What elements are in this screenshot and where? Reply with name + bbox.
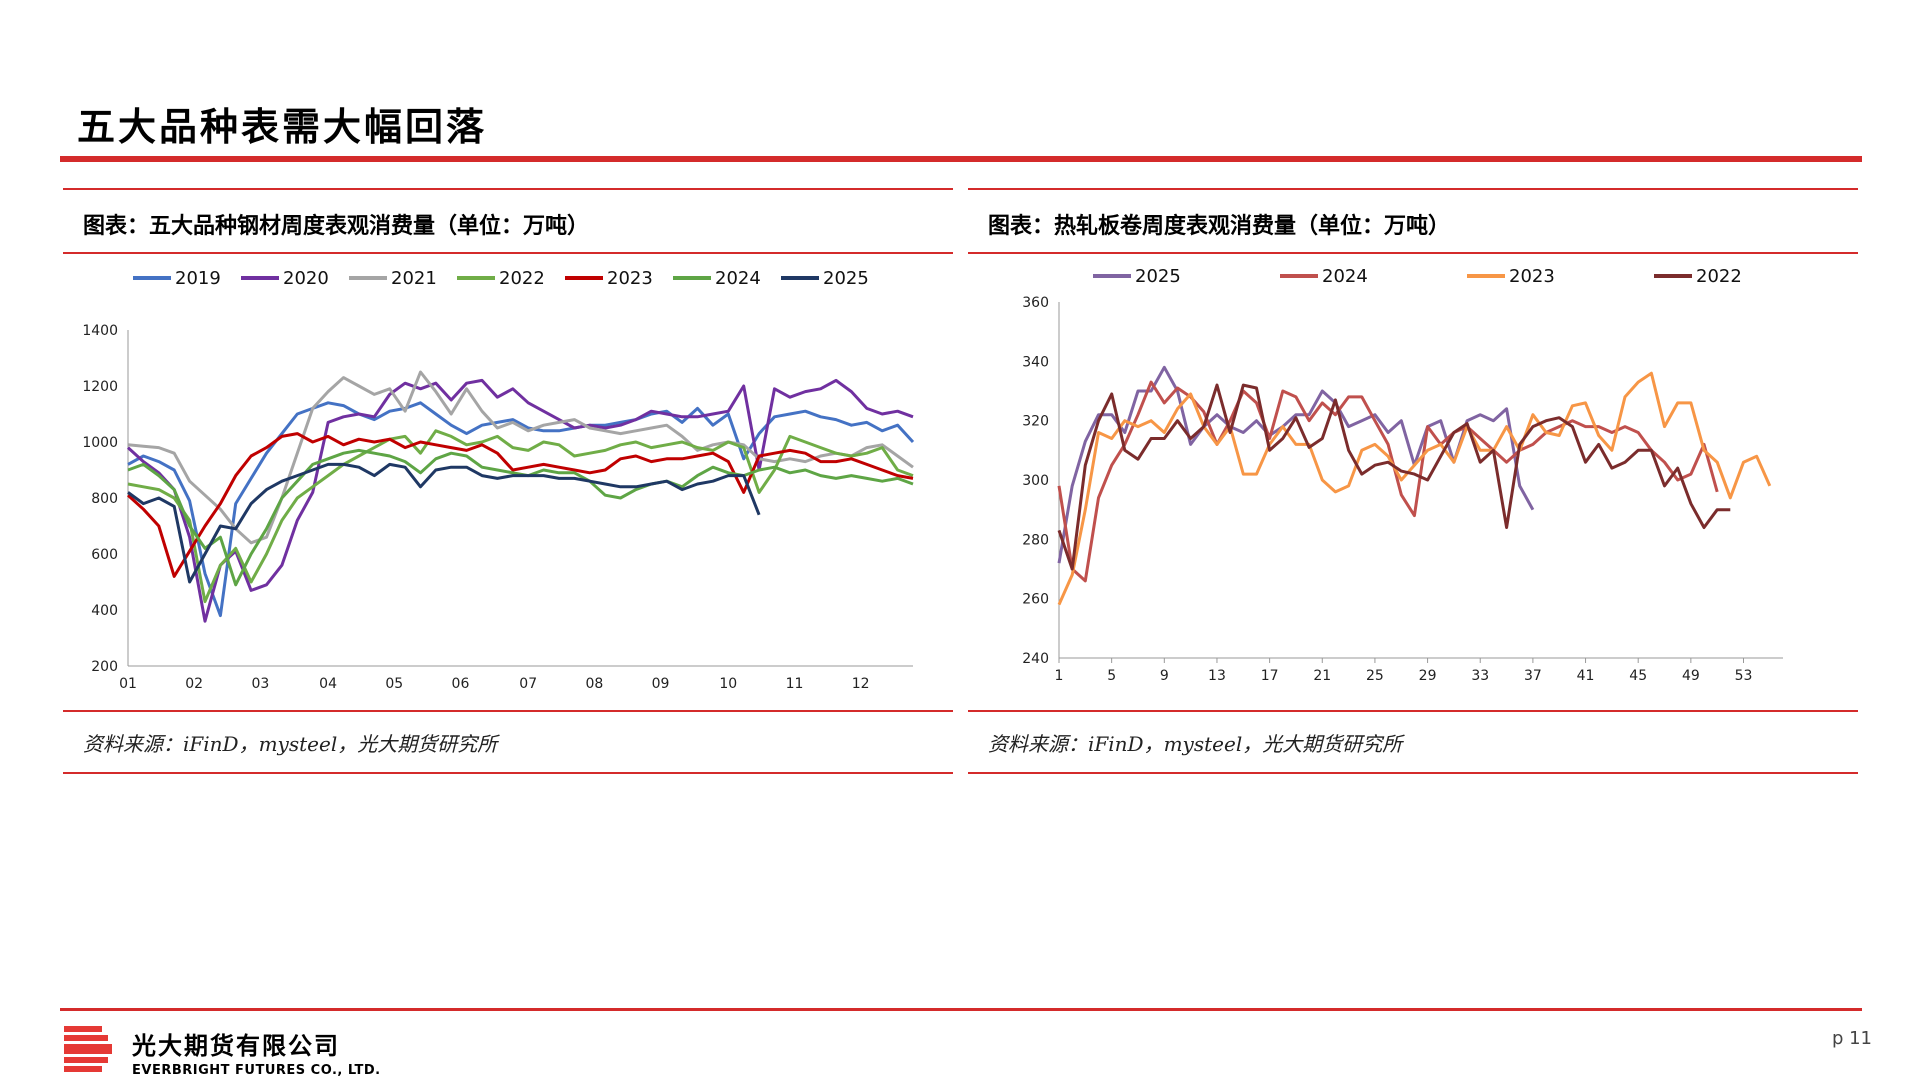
x-tick-label: 17 bbox=[1261, 668, 1279, 684]
x-tick-label: 09 bbox=[652, 676, 670, 692]
chart-panel-hot-rolled: 图表：热轧板卷周度表观消费量（单位：万吨） 240 260 280 300 320 340… bbox=[968, 188, 1858, 774]
chart-title: 图表：五大品种钢材周度表观消费量（单位：万吨） bbox=[83, 213, 590, 239]
legend-label-2023: 2023 bbox=[1509, 266, 1555, 287]
series-line-2023 bbox=[1057, 371, 1772, 606]
chart-title: 图表：热轧板卷周度表观消费量（单位：万吨） bbox=[988, 213, 1451, 239]
x-tick-label: 53 bbox=[1735, 668, 1753, 684]
x-tick-label: 25 bbox=[1366, 668, 1384, 684]
x-tick-label: 02 bbox=[185, 676, 203, 692]
x-tick-label: 29 bbox=[1419, 668, 1437, 684]
legend-label-2024: 2024 bbox=[715, 268, 761, 289]
legend-label-2025: 2025 bbox=[823, 268, 869, 289]
y-tick-label: 240 bbox=[1022, 651, 1049, 667]
x-tick-label: 06 bbox=[452, 676, 470, 692]
x-tick-label: 01 bbox=[119, 676, 137, 692]
y-tick-label: 600 bbox=[91, 547, 118, 563]
x-tick-label: 07 bbox=[519, 676, 537, 692]
x-tick-label: 10 bbox=[719, 676, 737, 692]
x-tick-label: 04 bbox=[319, 676, 337, 692]
legend-label-2024: 2024 bbox=[1322, 266, 1368, 287]
x-tick-label: 33 bbox=[1471, 668, 1489, 684]
y-tick-label: 360 bbox=[1022, 295, 1049, 311]
legend-label-2023: 2023 bbox=[607, 268, 653, 289]
title-divider bbox=[60, 156, 1862, 162]
company-name-en: EVERBRIGHT FUTURES CO., LTD. bbox=[132, 1063, 381, 1078]
page-title: 五大品种表需大幅回落 bbox=[77, 104, 488, 149]
y-tick-label: 320 bbox=[1022, 414, 1049, 430]
legend-label-2022: 2022 bbox=[1696, 266, 1742, 287]
legend-label-2020: 2020 bbox=[283, 268, 329, 289]
x-tick-label: 13 bbox=[1208, 668, 1226, 684]
page-number: p 11 bbox=[1831, 1028, 1872, 1049]
series-line-2023 bbox=[126, 432, 914, 578]
y-tick-label: 400 bbox=[91, 603, 118, 619]
x-tick-label: 12 bbox=[852, 676, 870, 692]
x-tick-label: 11 bbox=[786, 676, 804, 692]
panel-top-rule bbox=[968, 188, 1858, 190]
x-tick-label: 1 bbox=[1055, 668, 1064, 684]
series-line-2022 bbox=[1057, 383, 1731, 571]
x-tick-label: 03 bbox=[251, 676, 269, 692]
company-logo-icon bbox=[64, 1026, 112, 1072]
series-line-2024 bbox=[127, 448, 914, 587]
x-tick-label: 9 bbox=[1160, 668, 1169, 684]
legend-label-2022: 2022 bbox=[499, 268, 545, 289]
panel-bottom-rule bbox=[63, 772, 953, 774]
panel-top-rule bbox=[63, 188, 953, 190]
panel-title-rule bbox=[63, 252, 953, 254]
panel-title-rule bbox=[968, 252, 1858, 254]
x-tick-label: 45 bbox=[1629, 668, 1647, 684]
y-tick-label: 300 bbox=[1022, 473, 1049, 489]
panel-source-rule bbox=[63, 710, 953, 712]
source-note: 资料来源：iFinD，mysteel，光大期货研究所 bbox=[83, 732, 498, 756]
x-tick-label: 41 bbox=[1577, 668, 1595, 684]
y-tick-label: 800 bbox=[91, 491, 118, 507]
y-tick-label: 260 bbox=[1022, 592, 1049, 608]
x-tick-label: 5 bbox=[1107, 668, 1116, 684]
x-tick-label: 21 bbox=[1313, 668, 1331, 684]
company-name-cn: 光大期货有限公司 bbox=[132, 1032, 340, 1060]
line-chart-five-steel: 200 400 600 800 1000 1200 1400 01 02 03 04 05 06 07 08… bbox=[82, 268, 915, 692]
y-tick-label: 340 bbox=[1022, 354, 1049, 370]
y-tick-label: 200 bbox=[91, 659, 118, 675]
series-line-2020 bbox=[126, 378, 914, 623]
legend-label-2021: 2021 bbox=[391, 268, 437, 289]
chart-panel-steel-five: 图表：五大品种钢材周度表观消费量（单位：万吨） 200 400 600 800 1000… bbox=[63, 188, 953, 774]
legend-label-2019: 2019 bbox=[175, 268, 221, 289]
x-tick-label: 05 bbox=[385, 676, 403, 692]
company-name: 光大期货有限公司 EVERBRIGHT FUTURES CO., LTD. bbox=[132, 1026, 381, 1078]
line-chart-hot-rolled: 240 260 280 300 320 340 360 1 5 9 13 17 21 25 29 33 37 41… bbox=[1022, 266, 1783, 684]
footer-divider bbox=[60, 1008, 1862, 1011]
panel-source-rule bbox=[968, 710, 1858, 712]
y-tick-label: 1000 bbox=[82, 435, 118, 451]
x-tick-label: 49 bbox=[1682, 668, 1700, 684]
source-note: 资料来源：iFinD，mysteel，光大期货研究所 bbox=[988, 732, 1403, 756]
panel-bottom-rule bbox=[968, 772, 1858, 774]
y-tick-label: 1200 bbox=[82, 379, 118, 395]
y-tick-label: 1400 bbox=[82, 323, 118, 339]
series-line-2025 bbox=[127, 462, 761, 584]
x-tick-label: 08 bbox=[585, 676, 603, 692]
series-line-2024 bbox=[1057, 380, 1719, 583]
y-tick-label: 280 bbox=[1022, 532, 1049, 548]
x-tick-label: 37 bbox=[1524, 668, 1542, 684]
legend-label-2025: 2025 bbox=[1135, 266, 1181, 287]
series-line-2019 bbox=[127, 401, 915, 618]
